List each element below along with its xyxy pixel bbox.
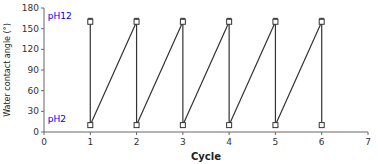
- y-tick-label: 60: [28, 86, 40, 96]
- x-axis-label: Cycle: [191, 151, 221, 162]
- annotation: pH12: [48, 11, 72, 21]
- point: [273, 123, 278, 128]
- point: [88, 19, 93, 24]
- x-tick-label: 4: [226, 137, 232, 147]
- x-tick-label: 0: [41, 137, 47, 147]
- point: [88, 123, 93, 128]
- y-axis-label: Water contact angle (°): [3, 23, 12, 117]
- point: [273, 19, 278, 24]
- x-tick-label: 6: [319, 137, 325, 147]
- error-cap: [227, 18, 232, 19]
- point: [134, 123, 139, 128]
- point: [180, 19, 185, 24]
- point: [227, 123, 232, 128]
- error-cap: [180, 18, 185, 19]
- x-tick-label: 7: [365, 137, 371, 147]
- annotation: pH2: [48, 114, 66, 124]
- error-cap: [88, 18, 93, 19]
- x-tick-label: 5: [273, 137, 279, 147]
- x-tick-label: 2: [134, 137, 140, 147]
- point: [180, 123, 185, 128]
- x-axis-line: [44, 132, 368, 133]
- error-cap: [134, 18, 139, 19]
- y-tick-label: 30: [28, 106, 40, 116]
- y-tick-label: 120: [22, 44, 39, 54]
- point: [319, 123, 324, 128]
- point: [227, 19, 232, 24]
- error-cap: [273, 18, 278, 19]
- plot-area: [88, 18, 324, 127]
- point: [319, 19, 324, 24]
- zigzag-line: [90, 22, 321, 125]
- y-tick-label: 0: [33, 127, 39, 137]
- y-tick-label: 180: [22, 3, 39, 13]
- error-cap: [319, 18, 324, 19]
- y-axis-line: [44, 8, 45, 132]
- chart: 0 30 60 90 120 150 180 0 1 2 3 4 5 6 7 Cycle Water conta…: [0, 0, 378, 164]
- y-tick-label: 90: [28, 65, 40, 75]
- point: [134, 19, 139, 24]
- y-tick-label: 150: [22, 24, 39, 34]
- x-tick-label: 1: [87, 137, 93, 147]
- x-tick-label: 3: [180, 137, 186, 147]
